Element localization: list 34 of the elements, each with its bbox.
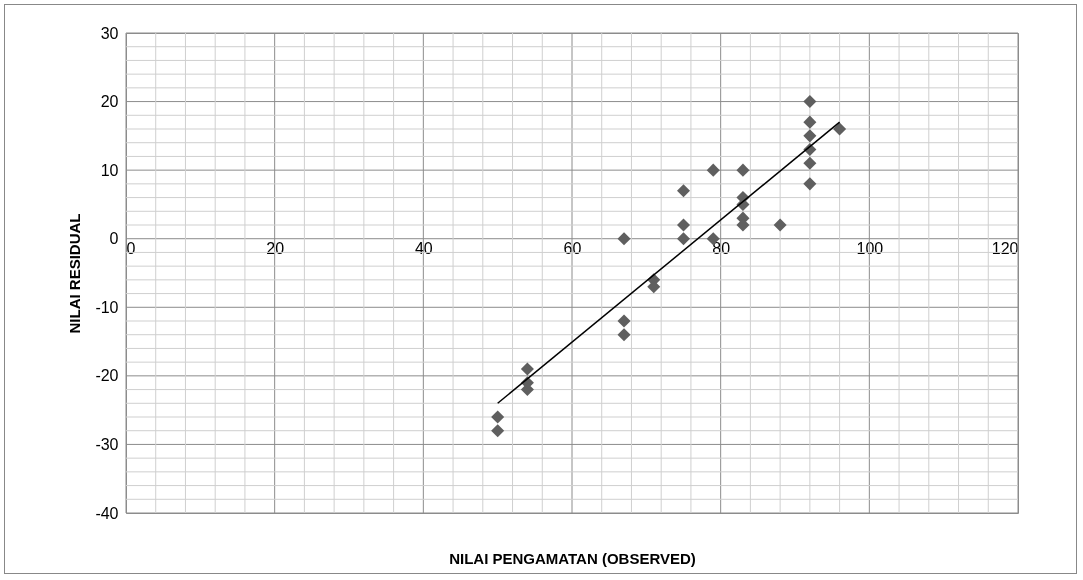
y-tick-label: -40 bbox=[95, 504, 119, 522]
point bbox=[617, 232, 631, 246]
x-tick-label: 100 bbox=[856, 240, 884, 258]
x-tick-label: 0 bbox=[126, 240, 136, 258]
point bbox=[803, 129, 817, 143]
y-tick-label: 30 bbox=[100, 24, 119, 42]
x-tick-label: 20 bbox=[266, 240, 285, 258]
point bbox=[833, 122, 847, 136]
point bbox=[676, 184, 691, 198]
point bbox=[803, 115, 817, 129]
y-tick-label: -10 bbox=[95, 298, 119, 316]
point bbox=[617, 328, 631, 342]
point bbox=[803, 95, 817, 109]
x-tick-label: 60 bbox=[563, 240, 582, 258]
point bbox=[706, 163, 720, 177]
y-axis-title: NILAI RESIDUAL bbox=[66, 213, 84, 334]
y-tick-label: -30 bbox=[95, 435, 119, 453]
point bbox=[676, 218, 691, 232]
point bbox=[736, 163, 750, 177]
x-tick-label: 120 bbox=[991, 240, 1019, 258]
y-tick-label: 20 bbox=[100, 93, 119, 111]
point bbox=[491, 424, 505, 438]
y-tick-label: 10 bbox=[100, 161, 119, 179]
point bbox=[803, 156, 817, 170]
point bbox=[773, 218, 787, 232]
point bbox=[491, 410, 505, 424]
point bbox=[803, 177, 817, 191]
point bbox=[676, 232, 691, 246]
x-axis-title: NILAI PENGAMATAN (OBSERVED) bbox=[449, 549, 696, 567]
point bbox=[520, 362, 534, 376]
x-tick-label: 80 bbox=[712, 240, 731, 258]
y-tick-label: -20 bbox=[95, 367, 119, 385]
x-tick-label: 40 bbox=[414, 240, 433, 258]
point bbox=[617, 314, 631, 328]
